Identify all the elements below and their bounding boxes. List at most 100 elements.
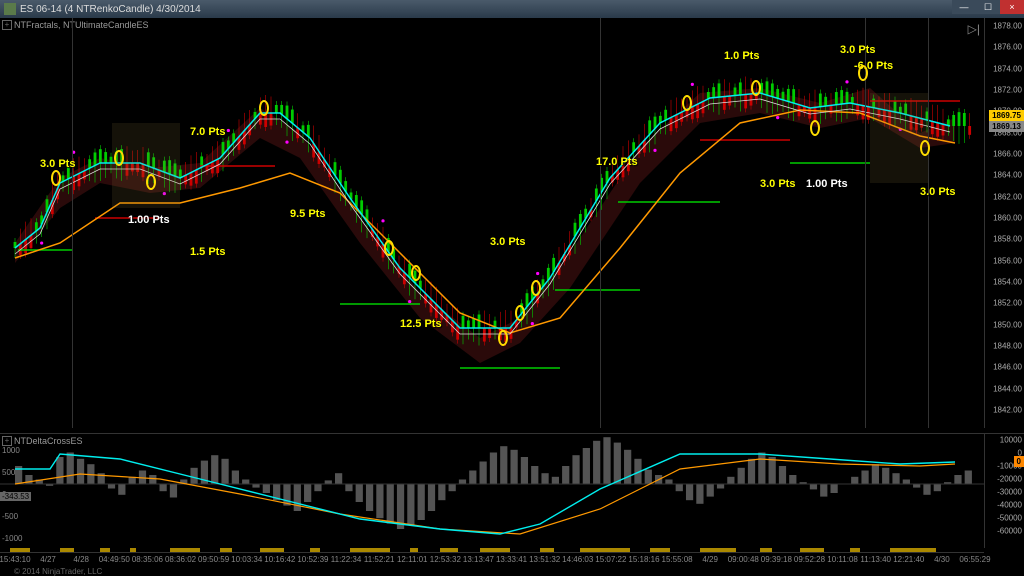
activity-segment	[260, 548, 284, 552]
shaded-region	[112, 123, 180, 208]
maximize-button[interactable]: ☐	[976, 0, 1000, 14]
price-tick: 1854.00	[993, 278, 1022, 287]
indicator-right-tick: -60000	[997, 527, 1022, 536]
signal-ellipse	[920, 140, 930, 156]
signal-ellipse	[259, 100, 269, 116]
time-tick: 4/27	[40, 555, 56, 564]
price-marker: 1869.75	[989, 110, 1024, 121]
time-tick: 06:55:29	[959, 555, 990, 564]
time-tick: 13:51:32	[529, 555, 560, 564]
minimize-button[interactable]: —	[952, 0, 976, 14]
trade-annotation: 1.5 Pts	[190, 246, 225, 258]
signal-ellipse	[114, 150, 124, 166]
titlebar: ES 06-14 (4 NTRenkoCandle) 4/30/2014 — ☐…	[0, 0, 1024, 18]
time-tick: 09:39:18	[761, 555, 792, 564]
time-tick: 4/29	[702, 555, 718, 564]
indicator-value-marker: -343.53	[0, 492, 31, 501]
trade-annotation: 9.5 Pts	[290, 208, 325, 220]
time-tick: 09:00:48	[728, 555, 759, 564]
indicator-right-tick: -20000	[997, 475, 1022, 484]
time-tick: 08:35:06	[132, 555, 163, 564]
indicator-right-tick: -40000	[997, 501, 1022, 510]
price-tick: 1862.00	[993, 192, 1022, 201]
price-tick: 1846.00	[993, 363, 1022, 372]
price-tick: 1878.00	[993, 22, 1022, 31]
time-tick: 10:52:39	[297, 555, 328, 564]
trade-annotation: 7.0 Pts	[190, 126, 225, 138]
signal-ellipse	[51, 170, 61, 186]
trade-annotation: 3.0 Pts	[920, 186, 955, 198]
signal-ellipse	[751, 80, 761, 96]
activity-segment	[540, 548, 554, 552]
indicator-right-tick: -50000	[997, 514, 1022, 523]
price-tick: 1864.00	[993, 171, 1022, 180]
indicator-axis-left: 10005000-500-1000-343.53	[0, 434, 30, 548]
time-tick: 11:22:34	[331, 555, 362, 564]
signal-ellipse	[411, 265, 421, 281]
time-tick: 10:11:08	[827, 555, 858, 564]
trade-annotation: 1.00 Pts	[806, 178, 848, 190]
activity-segment	[650, 548, 670, 552]
indicator-right-tick: 10000	[1000, 436, 1022, 445]
indicator-axis-right: 100000-10000-20000-30000-40000-50000-600…	[984, 434, 1024, 548]
day-separator	[600, 18, 601, 428]
price-panel[interactable]: + NTFractals, NTUltimateCandleES ▷| 3.0 …	[0, 18, 1024, 428]
indicator-left-tick: 500	[2, 468, 15, 477]
window-title: ES 06-14 (4 NTRenkoCandle) 4/30/2014	[20, 4, 201, 15]
activity-bar	[0, 548, 944, 554]
trade-annotation: 17.0 Pts	[596, 156, 638, 168]
signal-ellipse	[682, 95, 692, 111]
time-tick: 12:11:01	[397, 555, 428, 564]
trade-annotation: 12.5 Pts	[400, 318, 442, 330]
activity-segment	[170, 548, 200, 552]
time-tick: 15:07:22	[595, 555, 626, 564]
price-tick: 1856.00	[993, 256, 1022, 265]
signal-ellipse	[498, 330, 508, 346]
shaded-region	[870, 93, 928, 183]
signal-ellipse	[515, 305, 525, 321]
indicator-left-tick: 1000	[2, 446, 20, 455]
price-tick: 1858.00	[993, 235, 1022, 244]
activity-segment	[130, 548, 136, 552]
price-tick: 1844.00	[993, 384, 1022, 393]
trade-annotation: 1.0 Pts	[724, 50, 759, 62]
time-tick: 09:50:59	[198, 555, 229, 564]
price-tick: 1866.00	[993, 150, 1022, 159]
trade-annotation: 1.00 Pts	[128, 214, 170, 226]
time-tick: 14:46:03	[562, 555, 593, 564]
activity-segment	[410, 548, 418, 552]
activity-segment	[890, 548, 936, 552]
activity-segment	[480, 548, 510, 552]
price-tick: 1842.00	[993, 406, 1022, 415]
time-tick: 12:21:40	[893, 555, 924, 564]
activity-segment	[10, 548, 30, 552]
activity-segment	[800, 548, 824, 552]
indicator-svg	[0, 434, 984, 549]
price-tick: 1874.00	[993, 64, 1022, 73]
price-tick: 1876.00	[993, 43, 1022, 52]
price-tick: 1860.00	[993, 214, 1022, 223]
signal-ellipse	[531, 280, 541, 296]
trade-annotation: 3.0 Pts	[840, 44, 875, 56]
price-tick: 1872.00	[993, 86, 1022, 95]
app-icon	[4, 3, 16, 15]
footer-text: © 2014 NinjaTrader, LLC	[14, 567, 102, 576]
activity-segment	[100, 548, 110, 552]
time-tick: 15:18:16	[628, 555, 659, 564]
day-separator	[72, 18, 73, 428]
activity-segment	[220, 548, 232, 552]
day-separator	[928, 18, 929, 428]
time-tick: 12:53:32	[430, 555, 461, 564]
activity-segment	[440, 548, 458, 552]
signal-ellipse	[146, 174, 156, 190]
indicator-panel[interactable]: + NTDeltaCrossES 100000-10000-20000-3000…	[0, 433, 1024, 548]
trade-annotation: 3.0 Pts	[40, 158, 75, 170]
activity-segment	[350, 548, 390, 552]
price-tick: 1848.00	[993, 342, 1022, 351]
signal-ellipse	[858, 65, 868, 81]
activity-segment	[760, 548, 772, 552]
time-tick: 13:33:41	[496, 555, 527, 564]
close-button[interactable]: ×	[1000, 0, 1024, 14]
indicator-left-tick: -500	[2, 512, 18, 521]
time-tick: 11:13:40	[860, 555, 891, 564]
